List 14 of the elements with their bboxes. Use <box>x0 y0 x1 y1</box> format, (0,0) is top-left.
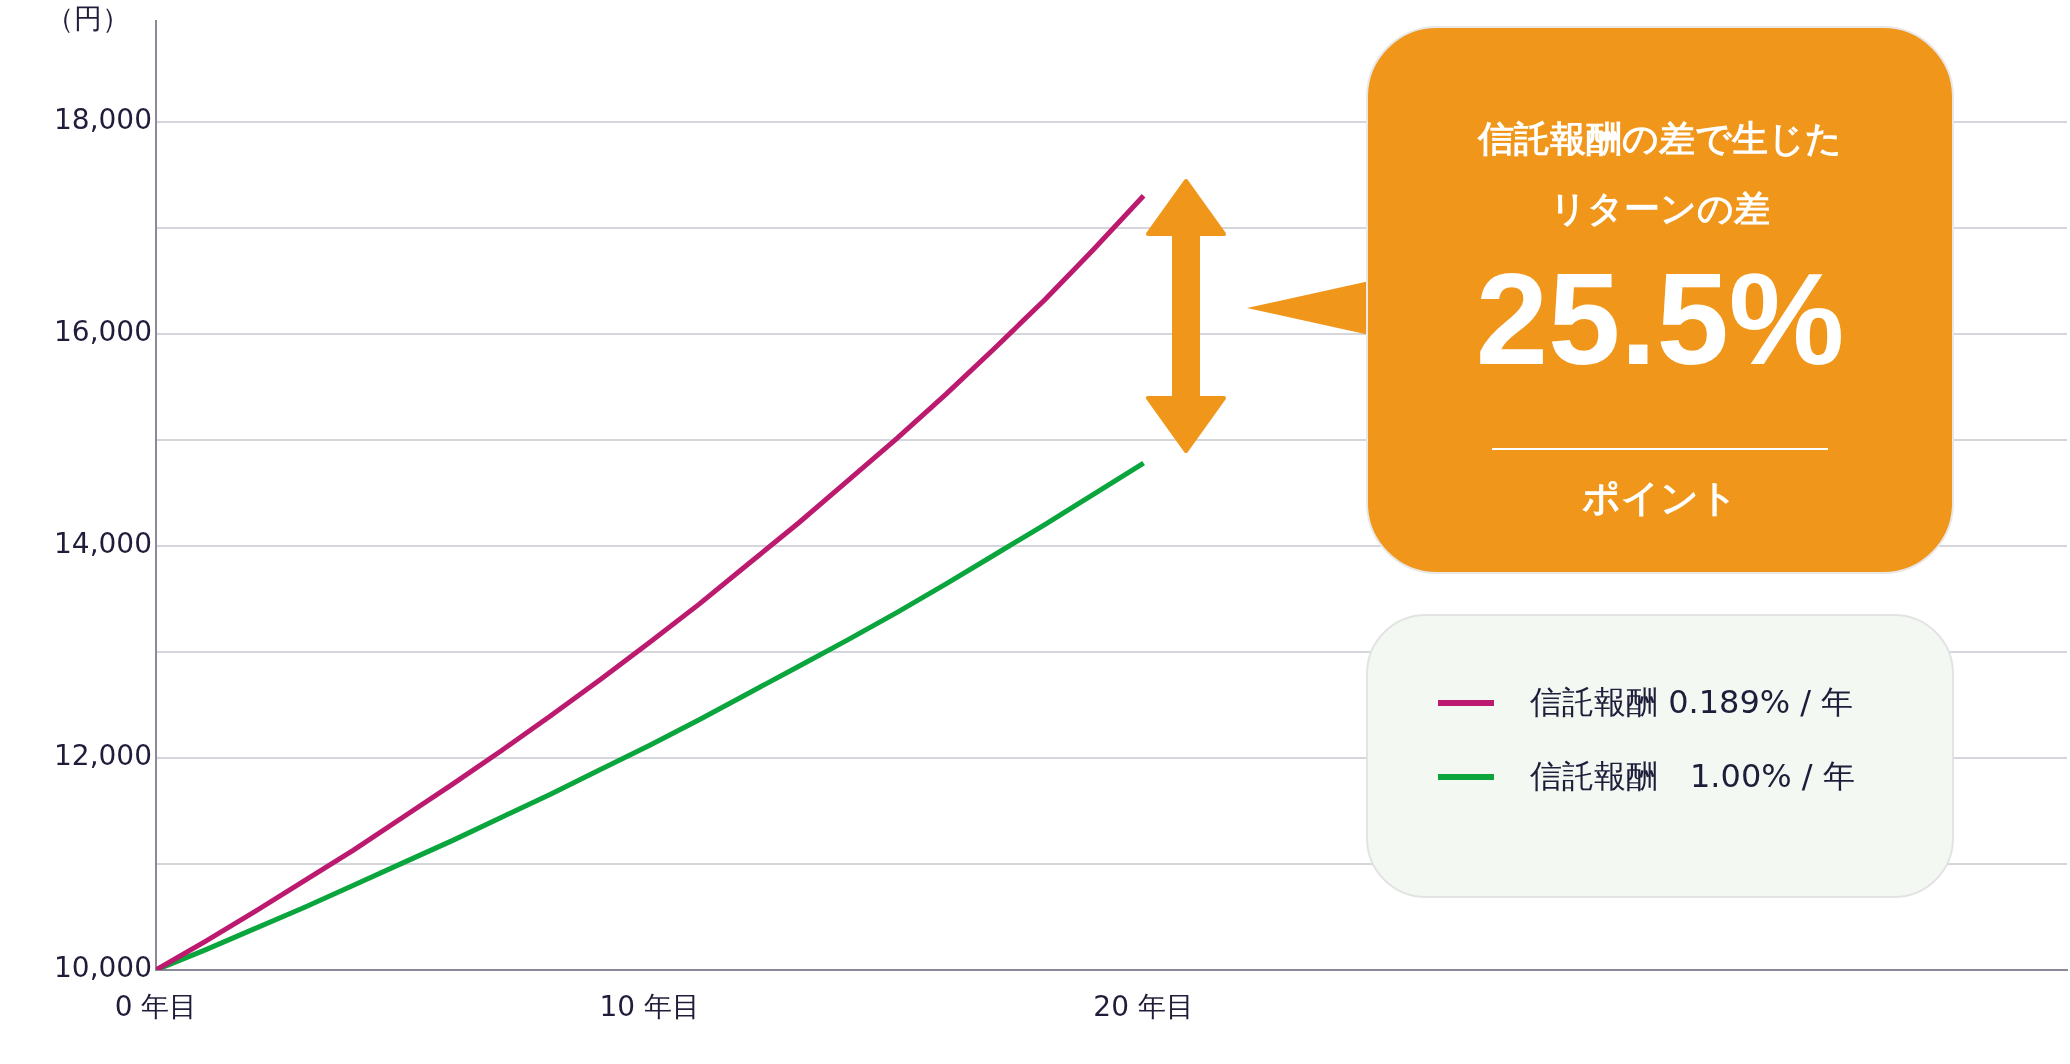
x-tick-label: 20 年目 <box>1093 990 1194 1024</box>
y-tick-label: 16,000 <box>54 314 152 348</box>
y-tick-label: 12,000 <box>54 739 152 773</box>
legend-label: 信託報酬 1.00% / 年 <box>1530 756 1855 797</box>
y-axis-title: （円） <box>46 1 130 37</box>
y-tick-label: 14,000 <box>54 527 152 561</box>
y-tick-label: 18,000 <box>54 102 152 136</box>
annotation: 25.5% <box>1474 245 1846 394</box>
y-tick-label: 10,000 <box>54 951 152 985</box>
annotation: 信託報酬の差で生じたリターンの差 <box>1476 117 1843 231</box>
x-tick-label: 10 年目 <box>599 990 701 1024</box>
annotation: ポイント <box>1581 475 1739 522</box>
legend-label: 信託報酬 0.189% / 年 <box>1530 682 1854 723</box>
x-tick-label: 0 年目 <box>114 990 198 1024</box>
